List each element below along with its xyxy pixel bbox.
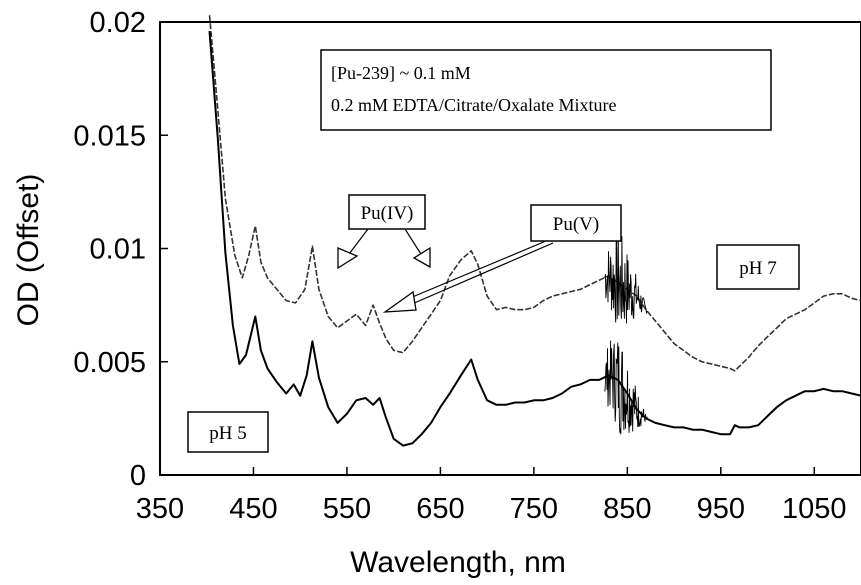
x-tick-label: 850 xyxy=(603,493,651,525)
ticks-layer: 350 450 550 650 750 850 950 1050 0 0.005 0.01 0.015… xyxy=(73,7,846,525)
series-line-ph5 xyxy=(208,31,861,447)
noise-trace-ph7 xyxy=(604,235,648,324)
x-tick-label: 650 xyxy=(416,493,464,525)
y-tick-label: 0.02 xyxy=(90,7,146,39)
x-tick-label: 750 xyxy=(510,493,558,525)
ph7-label: pH 7 xyxy=(739,258,776,279)
series-layer xyxy=(208,15,861,447)
pu-iv-arrowhead-left xyxy=(337,247,359,270)
x-tick-label: 1050 xyxy=(782,493,847,525)
pu-iv-arrowhead-right xyxy=(412,246,431,269)
y-tick-label: 0.005 xyxy=(73,347,146,379)
info-line-2: 0.2 mM EDTA/Citrate/Oxalate Mixture xyxy=(331,95,617,115)
x-tick-label: 950 xyxy=(697,493,745,525)
series-line-ph7 xyxy=(208,15,861,372)
pu-v-label-box xyxy=(530,204,622,242)
x-tick-label: 450 xyxy=(229,493,277,525)
pu-v-arrow-line-2 xyxy=(411,242,554,305)
pu-v-label: Pu(V) xyxy=(553,214,599,235)
pu-v-arrow-line-1 xyxy=(409,240,547,299)
x-tick-label: 350 xyxy=(136,493,184,525)
ph5-label-box xyxy=(187,411,269,453)
pu-v-arrowhead xyxy=(382,290,417,313)
noise-trace-ph5 xyxy=(604,340,649,435)
info-box xyxy=(320,49,772,131)
y-tick-label: 0.01 xyxy=(90,234,146,266)
ph7-label-box xyxy=(716,244,800,290)
y-tick-label: 0 xyxy=(130,460,146,492)
info-line-1: [Pu-239] ~ 0.1 mM xyxy=(331,63,471,83)
pu-iv-label: Pu(IV) xyxy=(361,203,414,224)
pu-iv-label-box xyxy=(348,194,426,230)
ph5-label: pH 5 xyxy=(209,423,246,444)
noise-layer xyxy=(604,235,649,435)
y-tick-label: 0.015 xyxy=(73,120,146,152)
y-axis-title: OD (Offset) xyxy=(12,174,45,327)
x-tick-label: 550 xyxy=(323,493,371,525)
x-axis-title: Wavelength, nm xyxy=(350,546,566,579)
